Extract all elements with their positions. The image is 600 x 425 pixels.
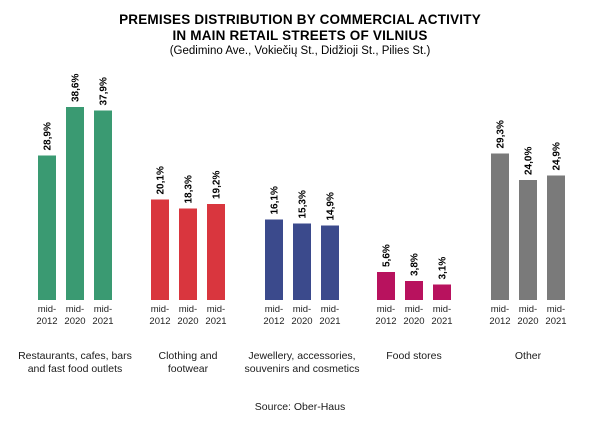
category-label: souvenirs and cosmetics <box>245 363 360 375</box>
x-tick-label: mid- <box>38 304 56 315</box>
data-label: 18,3% <box>184 175 195 203</box>
x-tick-label: 2020 <box>403 316 424 327</box>
x-tick-label: mid- <box>547 304 565 315</box>
x-tick-label: mid- <box>433 304 451 315</box>
category-label: Other <box>515 350 542 362</box>
data-label: 19,2% <box>212 171 223 199</box>
x-tick-label: mid- <box>293 304 311 315</box>
data-label: 5,6% <box>382 244 393 267</box>
x-tick-label: mid- <box>377 304 395 315</box>
bar-group-2: 20,1%mid-201218,3%mid-202019,2%mid-2021C… <box>149 166 226 375</box>
x-tick-label: 2021 <box>431 316 452 327</box>
data-label: 3,8% <box>410 253 421 276</box>
data-label: 24,0% <box>524 147 535 175</box>
bar <box>405 281 423 300</box>
category-label: Clothing and <box>159 350 218 362</box>
category-label: Restaurants, cafes, bars <box>18 350 132 362</box>
bar <box>38 155 56 300</box>
x-tick-label: mid- <box>179 304 197 315</box>
bar <box>547 175 565 300</box>
x-tick-label: 2012 <box>149 316 170 327</box>
data-label: 29,3% <box>496 120 507 148</box>
category-label: Food stores <box>386 350 441 362</box>
category-label: footwear <box>168 363 209 375</box>
data-label: 38,6% <box>71 74 82 102</box>
x-tick-label: mid- <box>519 304 537 315</box>
data-label: 20,1% <box>156 166 167 194</box>
bar <box>94 110 112 300</box>
data-label: 14,9% <box>326 192 337 220</box>
bar <box>321 225 339 300</box>
bar <box>151 199 169 300</box>
chart-source: Source: Ober-Haus <box>255 401 345 413</box>
data-label: 3,1% <box>438 257 449 280</box>
x-tick-label: mid- <box>265 304 283 315</box>
x-tick-label: mid- <box>491 304 509 315</box>
x-tick-label: 2021 <box>92 316 113 327</box>
data-label: 16,1% <box>270 186 281 214</box>
bar <box>293 223 311 300</box>
bar-group-4: 5,6%mid-20123,8%mid-20203,1%mid-2021Food… <box>375 244 452 362</box>
bar <box>519 180 537 300</box>
bar-group-3: 16,1%mid-201215,3%mid-202014,9%mid-2021J… <box>245 186 360 375</box>
bar <box>66 107 84 300</box>
x-tick-label: 2012 <box>489 316 510 327</box>
bar <box>491 153 509 300</box>
data-label: 37,9% <box>99 77 110 105</box>
x-tick-label: 2012 <box>263 316 284 327</box>
x-tick-label: mid- <box>405 304 423 315</box>
x-tick-label: mid- <box>151 304 169 315</box>
x-tick-label: 2012 <box>36 316 57 327</box>
bar <box>207 204 225 300</box>
x-tick-label: mid- <box>94 304 112 315</box>
bar <box>265 219 283 300</box>
x-tick-label: mid- <box>321 304 339 315</box>
bar <box>433 284 451 300</box>
x-tick-label: 2020 <box>517 316 538 327</box>
chart-title-line-2: IN MAIN RETAIL STREETS OF VILNIUS <box>172 28 427 43</box>
category-label: Jewellery, accessories, <box>248 350 355 362</box>
bar-group-5: 29,3%mid-201224,0%mid-202024,9%mid-2021O… <box>489 120 566 362</box>
bars-layer: 28,9%mid-201238,6%mid-202037,9%mid-2021R… <box>18 74 566 375</box>
data-label: 24,9% <box>552 142 563 170</box>
x-tick-label: 2020 <box>177 316 198 327</box>
chart-subtitle: (Gedimino Ave., Vokiečių St., Didžioji S… <box>170 45 431 57</box>
data-label: 28,9% <box>43 122 54 150</box>
bar <box>179 208 197 300</box>
chart-title-line-1: PREMISES DISTRIBUTION BY COMMERCIAL ACTI… <box>119 12 481 27</box>
x-tick-label: 2021 <box>205 316 226 327</box>
x-tick-label: 2021 <box>545 316 566 327</box>
bar-group-1: 28,9%mid-201238,6%mid-202037,9%mid-2021R… <box>18 74 132 375</box>
x-tick-label: 2021 <box>319 316 340 327</box>
x-tick-label: mid- <box>66 304 84 315</box>
x-tick-label: 2020 <box>291 316 312 327</box>
x-tick-label: 2012 <box>375 316 396 327</box>
x-tick-label: 2020 <box>64 316 85 327</box>
bar <box>377 272 395 300</box>
category-label: and fast food outlets <box>28 363 123 375</box>
x-tick-label: mid- <box>207 304 225 315</box>
data-label: 15,3% <box>298 190 309 218</box>
